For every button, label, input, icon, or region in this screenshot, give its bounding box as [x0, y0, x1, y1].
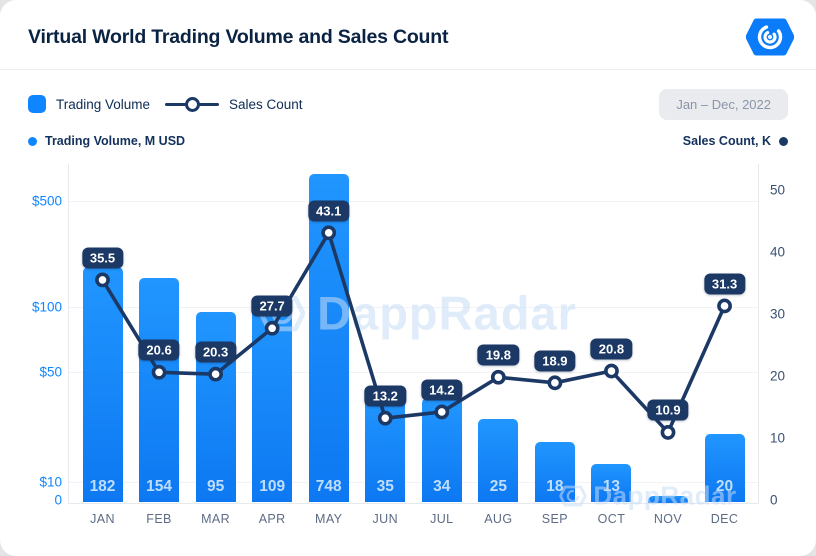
bar-value-label: 154: [146, 478, 172, 495]
legend-volume-label: Trading Volume: [56, 96, 151, 112]
volume-bar[interactable]: [704, 434, 745, 503]
watermark-center: DappRadar: [259, 286, 577, 341]
sales-point-label: 31.3: [703, 273, 746, 295]
gridline: [68, 306, 758, 308]
bar-value-label: 95: [206, 478, 225, 495]
sales-point-label: 10.9: [647, 399, 689, 421]
left-axis-tick: 0: [54, 492, 62, 508]
sales-point-label: 20.8: [590, 338, 633, 360]
sales-point-label: 20.6: [138, 339, 180, 361]
gridline: [68, 481, 758, 483]
right-axis-line: [758, 164, 759, 504]
volume-bar[interactable]: [591, 463, 632, 503]
bar-value-label: 182: [89, 478, 116, 495]
sales-point-label: 43.1: [308, 200, 350, 222]
right-axis-tick: 0: [770, 492, 778, 508]
volume-swatch-icon: [28, 95, 46, 113]
sales-dot-icon: [779, 136, 788, 146]
volume-bar[interactable]: [139, 278, 180, 503]
period-badge: Jan – Dec, 2022: [659, 89, 788, 120]
sales-point-label: 27.7: [251, 295, 293, 317]
volume-dot-icon: [28, 136, 37, 146]
volume-bar[interactable]: [195, 311, 236, 503]
left-axis-tick: $500: [31, 193, 62, 209]
page-title: Virtual World Trading Volume and Sales C…: [28, 26, 449, 48]
volume-bar[interactable]: [421, 398, 462, 503]
month-label: FEB: [146, 512, 172, 526]
month-label: MAY: [315, 512, 343, 526]
month-label: JUL: [430, 512, 454, 526]
sales-point-marker[interactable]: [434, 404, 450, 420]
left-axis-tick: $10: [39, 474, 62, 490]
sales-line-icon: [165, 97, 219, 112]
month-label: MAR: [201, 512, 231, 526]
month-label: NOV: [653, 512, 683, 526]
sales-point-marker[interactable]: [264, 320, 280, 336]
volume-bar[interactable]: [478, 419, 519, 503]
right-axis-tick: 40: [770, 244, 786, 260]
right-axis-caption: Sales Count, K: [683, 134, 788, 148]
sales-point-marker[interactable]: [547, 375, 563, 391]
sales-point-label: 14.2: [421, 379, 463, 401]
sales-point-marker[interactable]: [604, 363, 619, 379]
sales-point-label: 13.2: [364, 385, 406, 407]
month-label: OCT: [597, 512, 626, 526]
watermark-corner: DappRadar: [559, 481, 736, 512]
bar-value-label: 18: [546, 478, 564, 495]
bar-value-label: 20: [715, 478, 734, 495]
bar-value-label: 109: [259, 478, 286, 495]
header-divider: [0, 69, 816, 70]
legend-sales-label: Sales Count: [229, 96, 303, 112]
sales-point-marker[interactable]: [490, 369, 506, 385]
volume-bar[interactable]: [252, 301, 293, 503]
legend-item-trading-volume[interactable]: Trading Volume: [28, 94, 150, 114]
bar-value-label: 25: [489, 478, 507, 495]
sales-point-marker[interactable]: [660, 425, 676, 440]
month-label: APR: [258, 512, 286, 526]
dappradar-logo-icon[interactable]: [746, 13, 794, 61]
watermark-logo-icon: [259, 295, 306, 331]
right-axis-tick: 10: [770, 430, 786, 446]
bar-value-label: 13: [602, 478, 621, 495]
sales-line: [100, 230, 727, 435]
right-axis-tick: 50: [770, 182, 786, 198]
volume-bar[interactable]: [534, 441, 575, 503]
month-label: SEP: [541, 512, 568, 526]
volume-bar[interactable]: [648, 496, 688, 503]
gridline: [68, 371, 758, 373]
month-label: JAN: [90, 512, 115, 526]
volume-bar[interactable]: [82, 267, 123, 503]
month-label: AUG: [484, 512, 513, 526]
sales-point-label: 18.9: [534, 350, 576, 372]
bar-value-label: 748: [315, 478, 342, 495]
legend-item-sales-count[interactable]: Sales Count: [165, 94, 303, 114]
sales-point-label: 20.3: [194, 341, 237, 363]
volume-bar[interactable]: [365, 396, 406, 503]
sales-point-label: 35.5: [81, 247, 124, 269]
month-label: JUN: [372, 512, 399, 526]
volume-bar[interactable]: [308, 174, 349, 503]
left-axis-line: [68, 164, 69, 504]
right-axis-tick: 30: [770, 306, 786, 322]
bar-value-label: 34: [433, 478, 451, 495]
sales-point-marker[interactable]: [151, 364, 167, 380]
sales-point-marker[interactable]: [377, 410, 393, 426]
right-axis-tick: 20: [770, 368, 786, 384]
sales-point-marker[interactable]: [321, 225, 337, 241]
sales-point-label: 19.8: [477, 344, 519, 366]
bar-value-label: 35: [376, 478, 394, 495]
watermark-logo-icon: [559, 485, 587, 507]
sales-point-marker[interactable]: [95, 272, 110, 288]
left-axis-tick: $100: [31, 299, 62, 315]
left-axis-tick: $50: [39, 364, 62, 380]
month-label: DEC: [710, 512, 739, 526]
sales-point-marker[interactable]: [717, 298, 732, 314]
sales-point-marker[interactable]: [208, 366, 223, 382]
left-axis-caption: Trading Volume, M USD: [28, 134, 185, 148]
x-axis-line: [68, 502, 758, 504]
gridline: [68, 201, 758, 202]
